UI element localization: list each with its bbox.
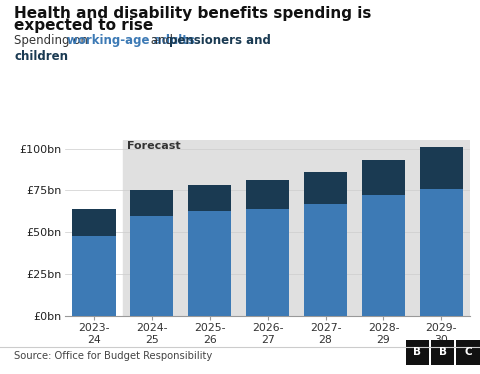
Text: Spending on: Spending on <box>14 34 92 47</box>
Bar <box>304 204 347 316</box>
Bar <box>130 215 173 316</box>
Text: Health and disability benefits spending is: Health and disability benefits spending … <box>14 6 372 21</box>
Bar <box>188 186 231 211</box>
Bar <box>420 147 463 189</box>
Bar <box>72 209 116 236</box>
Bar <box>246 180 289 209</box>
Bar <box>246 209 289 316</box>
Bar <box>304 172 347 204</box>
Bar <box>123 140 470 316</box>
Text: Forecast: Forecast <box>127 141 181 151</box>
Text: B: B <box>413 347 421 357</box>
Text: children: children <box>14 50 69 63</box>
Text: working-age adults: working-age adults <box>67 34 195 47</box>
Text: pensioners and: pensioners and <box>169 34 271 47</box>
Text: and: and <box>147 34 177 47</box>
Bar <box>362 160 405 196</box>
Text: B: B <box>439 347 446 357</box>
Text: C: C <box>464 347 472 357</box>
Bar <box>130 190 173 215</box>
Bar <box>362 196 405 316</box>
Bar <box>72 236 116 316</box>
Text: Source: Office for Budget Responsibility: Source: Office for Budget Responsibility <box>14 351 213 361</box>
Bar <box>188 211 231 316</box>
Bar <box>420 189 463 316</box>
Text: expected to rise: expected to rise <box>14 18 154 33</box>
